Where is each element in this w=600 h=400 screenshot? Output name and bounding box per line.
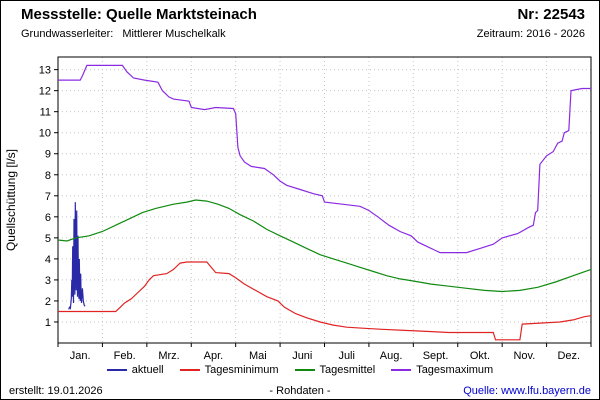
series-Tagesmittel [57,199,592,293]
x-tick-label: Mai [249,350,267,362]
station-number: Nr: 22543 [517,6,585,23]
rohdaten-label: - Rohdaten - [269,385,331,397]
aquifer-label: Grundwasserleiter: [21,28,114,40]
created-date: erstellt: 19.01.2026 [9,385,103,397]
plot-frame [57,56,592,344]
source-link[interactable]: Quelle: www.lfu.bayern.de [463,385,591,397]
y-tick-label: 9 [45,149,51,161]
x-tick-label: Jan. [70,350,91,362]
aquifer-value: Mittlerer Muschelkalk [122,28,226,40]
x-tick-label: Feb. [114,350,136,362]
y-tick-label: 2 [45,296,51,308]
period-label: Zeitraum: 2016 - 2026 [476,28,585,40]
legend-item-Tagesminimum: Tagesminimum [179,364,279,376]
x-tick-label: Sept. [423,350,449,362]
legend-line-swatch [391,369,412,371]
legend-item-Tagesmaximum: Tagesmaximum [391,364,493,376]
aquifer-line: Grundwasserleiter: Mittlerer Muschelkalk [21,28,226,40]
y-tick-label: 6 [45,212,51,224]
y-tick-label: 11 [40,107,51,119]
y-axis-title: Quellschüttung [l/s] [4,149,18,251]
y-tick-label: 1 [45,317,51,329]
legend-line-swatch [179,369,200,371]
y-tick-label: 12 [39,86,51,98]
legend-label: Tagesminimum [204,364,279,376]
y-tick-label: 7 [45,191,51,203]
chart-legend: aktuell Tagesminimum Tagesmittel Tagesmaxim… [1,362,599,378]
x-tick-label: Juni [292,350,312,362]
x-tick-label: Nov. [513,350,535,362]
x-tick-label: Juli [338,350,355,362]
x-tick-label: Apr. [204,350,224,362]
y-tick-label: 4 [45,254,51,266]
legend-label: aktuell [131,364,164,376]
x-tick-label: Aug. [380,350,403,362]
series-Tagesmaximum [58,64,591,254]
y-tick-label: 3 [45,275,51,287]
x-tick-label: Dez. [557,350,580,362]
legend-line-swatch [294,369,315,371]
x-tick-label: Okt. [470,350,490,362]
y-tick-label: 8 [45,170,51,182]
y-tick-label: 10 [39,128,51,140]
x-tick-label: Mrz. [158,350,179,362]
y-tick-label: 5 [45,233,51,245]
legend-label: Tagesmaximum [416,364,494,376]
series-aktuell [68,202,86,310]
legend-item-Tagesmittel: Tagesmittel [294,364,376,376]
page-title: Messstelle: Quelle Marktsteinach [21,6,257,23]
series-Tagesminimum [58,261,592,341]
legend-label: Tagesmittel [319,364,376,376]
legend-item-aktuell: aktuell [106,364,164,376]
y-tick-label: 13 [39,65,51,77]
legend-line-swatch [106,369,127,371]
